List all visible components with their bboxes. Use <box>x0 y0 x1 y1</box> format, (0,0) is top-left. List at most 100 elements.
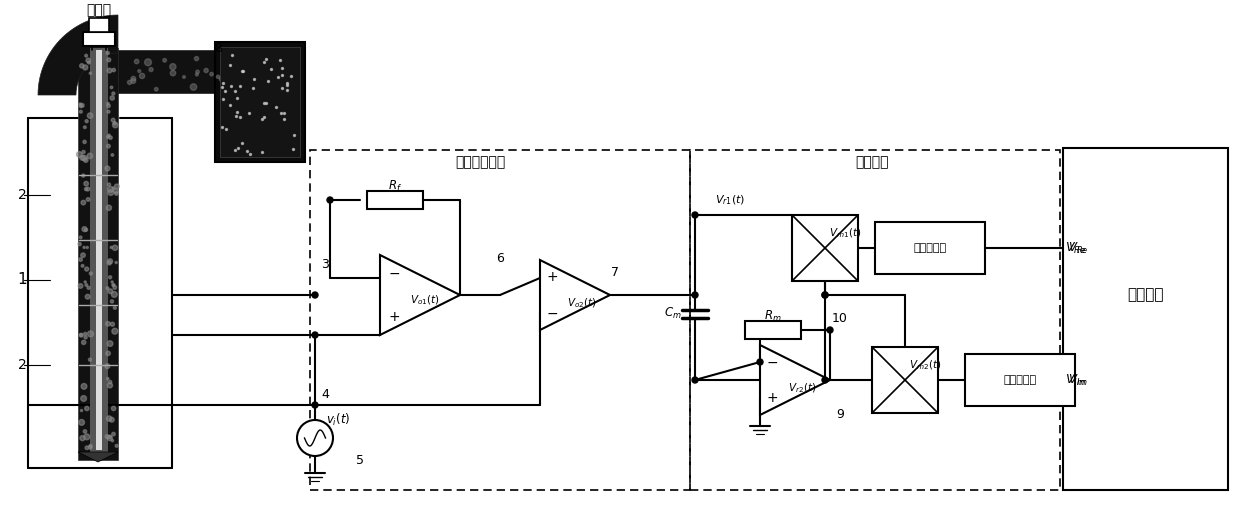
Circle shape <box>107 260 112 265</box>
Circle shape <box>216 75 219 78</box>
Text: $R_f$: $R_f$ <box>388 179 402 193</box>
Point <box>254 57 274 66</box>
Text: $V_{o1}(t)$: $V_{o1}(t)$ <box>410 293 440 307</box>
Circle shape <box>84 406 89 411</box>
Circle shape <box>105 166 110 171</box>
Circle shape <box>113 122 118 128</box>
Text: $v_i(t)$: $v_i(t)$ <box>326 412 350 428</box>
Text: 传感器: 传感器 <box>87 3 112 17</box>
Circle shape <box>182 76 186 78</box>
Circle shape <box>105 351 110 356</box>
Circle shape <box>87 246 88 249</box>
Circle shape <box>79 333 82 337</box>
Circle shape <box>107 52 109 55</box>
Circle shape <box>79 333 83 337</box>
Circle shape <box>105 435 109 439</box>
Circle shape <box>312 402 317 408</box>
Text: 9: 9 <box>836 408 844 421</box>
Circle shape <box>190 84 197 90</box>
Circle shape <box>88 331 93 337</box>
Circle shape <box>112 406 115 411</box>
Circle shape <box>149 68 153 71</box>
Text: $V_{Re}$: $V_{Re}$ <box>1065 241 1086 255</box>
Circle shape <box>196 70 200 73</box>
Circle shape <box>107 205 112 210</box>
Circle shape <box>107 135 109 139</box>
Circle shape <box>112 440 114 442</box>
Circle shape <box>112 187 114 189</box>
Text: 10: 10 <box>832 312 848 325</box>
Bar <box>78 48 118 460</box>
Circle shape <box>83 126 87 129</box>
Circle shape <box>109 136 113 139</box>
Text: $V_{m1}(t)$: $V_{m1}(t)$ <box>828 226 861 240</box>
Circle shape <box>108 134 110 137</box>
Circle shape <box>79 103 81 105</box>
Circle shape <box>170 64 176 70</box>
Circle shape <box>138 70 140 72</box>
Circle shape <box>83 246 86 249</box>
Circle shape <box>110 300 114 303</box>
Circle shape <box>77 152 82 157</box>
Point <box>280 72 300 80</box>
Circle shape <box>107 104 110 108</box>
Circle shape <box>243 86 247 89</box>
Point <box>227 94 247 102</box>
Circle shape <box>81 410 83 412</box>
Circle shape <box>113 306 117 309</box>
Circle shape <box>79 236 82 239</box>
Circle shape <box>327 197 334 203</box>
Point <box>226 112 246 120</box>
Point <box>231 113 250 121</box>
Bar <box>89 18 109 32</box>
Circle shape <box>108 435 112 439</box>
Point <box>270 56 290 64</box>
Circle shape <box>219 76 224 82</box>
Circle shape <box>236 53 241 58</box>
Polygon shape <box>539 260 610 330</box>
Circle shape <box>107 341 113 346</box>
Point <box>224 146 244 155</box>
Circle shape <box>312 292 317 298</box>
Point <box>243 75 263 83</box>
Circle shape <box>108 383 113 388</box>
Point <box>257 55 277 64</box>
Circle shape <box>114 189 118 193</box>
Circle shape <box>79 110 82 113</box>
Circle shape <box>112 432 115 436</box>
Text: 3: 3 <box>321 258 329 271</box>
Circle shape <box>110 246 113 249</box>
Bar <box>1063 148 1228 490</box>
Point <box>243 83 263 92</box>
Circle shape <box>114 184 119 189</box>
Point <box>254 99 274 107</box>
Circle shape <box>81 200 86 205</box>
Point <box>278 85 298 94</box>
Circle shape <box>110 322 114 326</box>
Text: 6: 6 <box>496 252 503 265</box>
Bar <box>689 150 1060 490</box>
Point <box>252 148 272 156</box>
Point <box>284 130 304 139</box>
Text: 1: 1 <box>17 272 27 288</box>
Text: 8: 8 <box>215 42 222 55</box>
Text: $-$: $-$ <box>546 306 558 320</box>
Text: 信号处理单元: 信号处理单元 <box>455 155 505 169</box>
Circle shape <box>110 96 114 100</box>
Circle shape <box>81 103 84 107</box>
Circle shape <box>83 65 88 70</box>
Point <box>258 77 278 85</box>
Point <box>219 61 239 69</box>
Circle shape <box>83 140 87 143</box>
Point <box>228 144 248 152</box>
Circle shape <box>84 267 89 271</box>
Point <box>277 81 296 90</box>
Circle shape <box>822 292 828 298</box>
Circle shape <box>110 86 113 89</box>
Point <box>284 145 304 154</box>
Text: 解调单元: 解调单元 <box>856 155 889 169</box>
Circle shape <box>82 174 84 177</box>
Circle shape <box>312 332 317 338</box>
Circle shape <box>131 77 135 81</box>
Circle shape <box>108 436 113 441</box>
